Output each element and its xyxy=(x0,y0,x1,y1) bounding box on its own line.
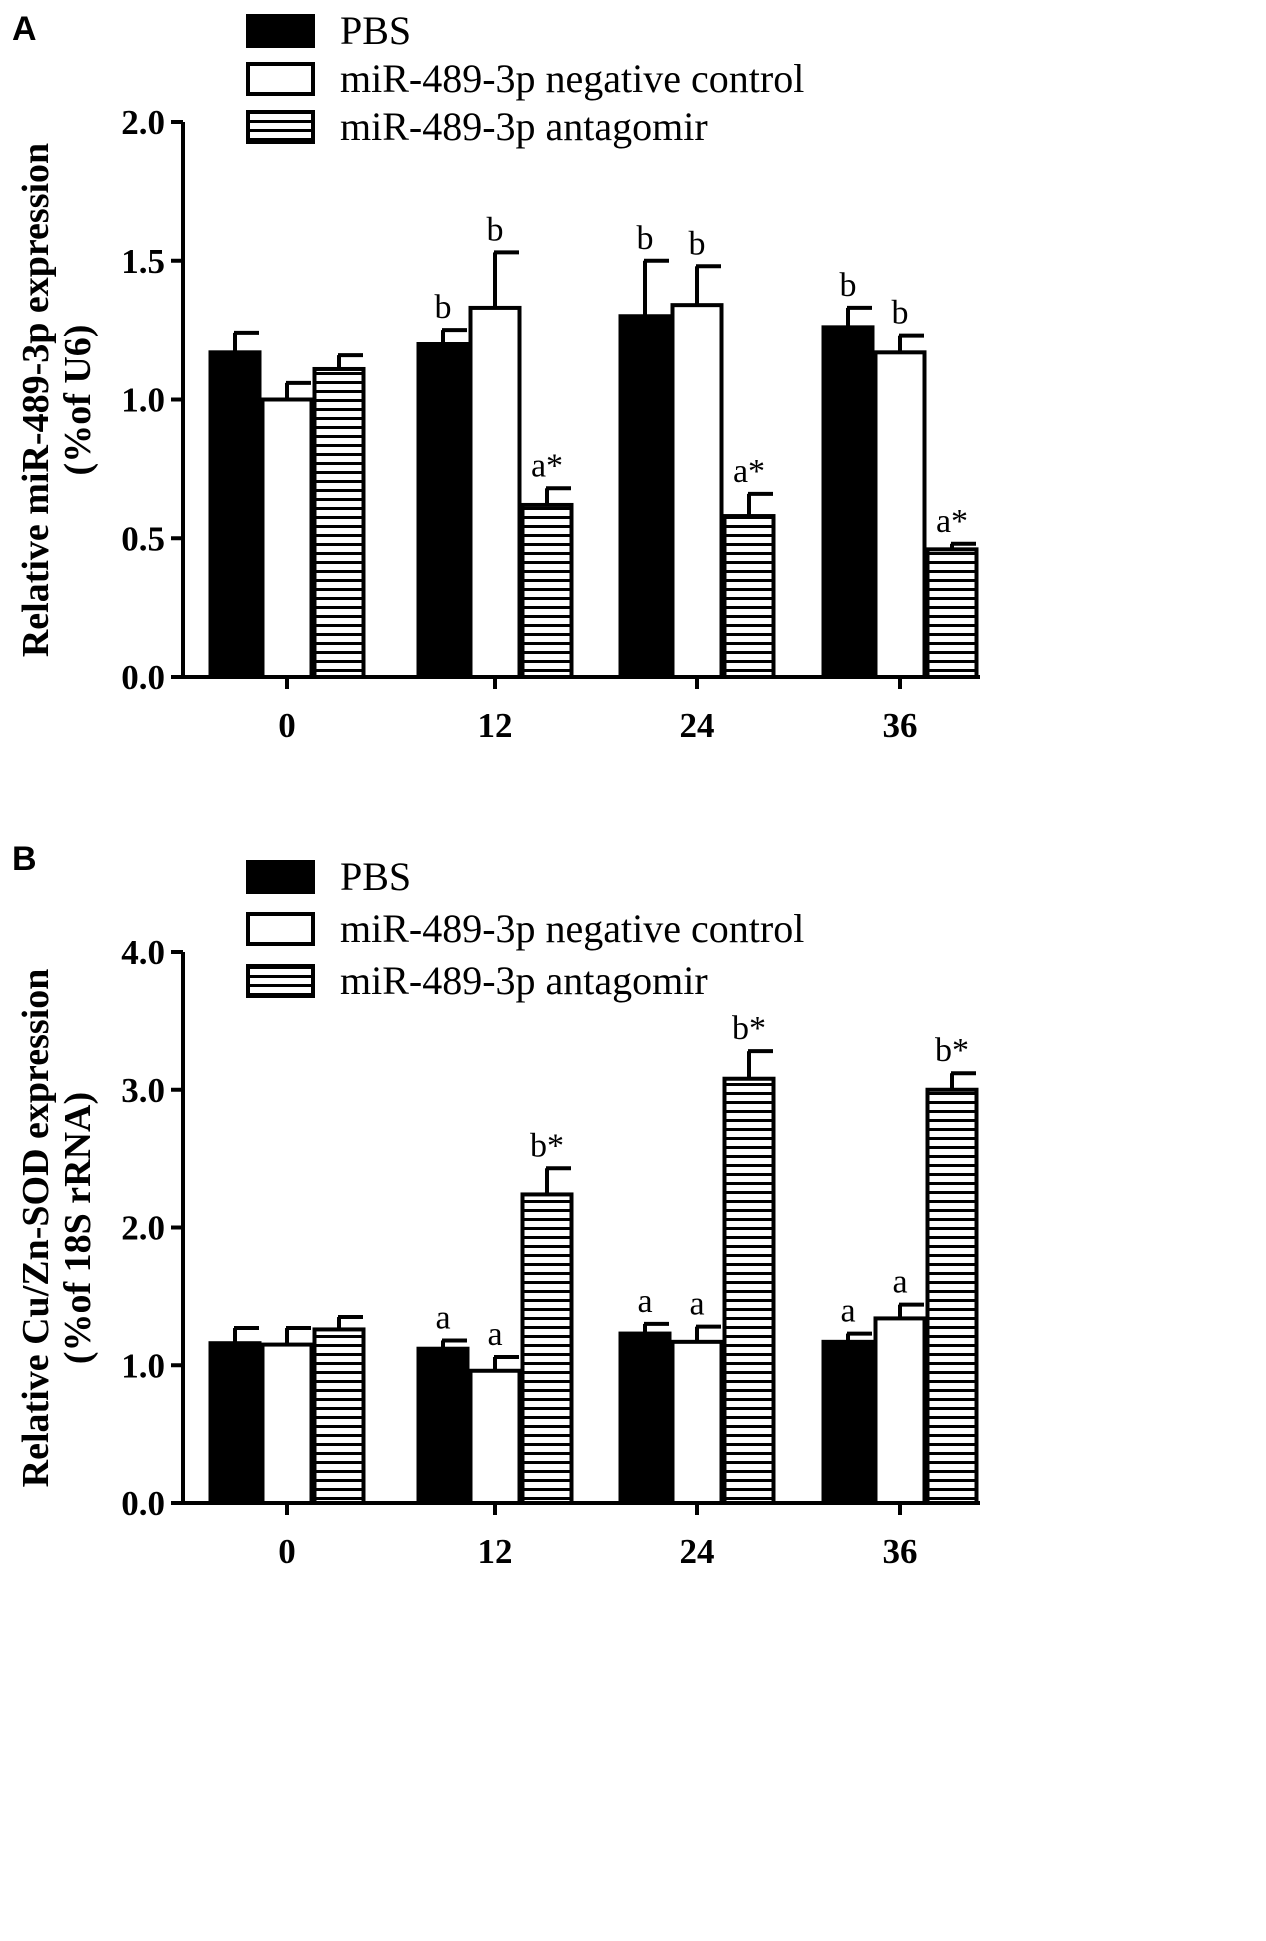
y-tick-label: 1.0 xyxy=(121,1346,165,1385)
x-tick-label: 12 xyxy=(478,706,513,745)
significance-label: b* xyxy=(732,1010,766,1047)
y-tick-label: 0.5 xyxy=(121,519,165,558)
y-tick-label: 0.0 xyxy=(121,1484,165,1523)
bar xyxy=(260,1342,314,1506)
panel-label: A xyxy=(12,10,37,48)
significance-label: b xyxy=(487,211,504,248)
x-tick-label: 0 xyxy=(278,1532,296,1571)
bar xyxy=(618,1331,672,1505)
legend-label: miR-489-3p negative control xyxy=(340,56,804,101)
legend-label: miR-489-3p antagomir xyxy=(340,958,708,1003)
bar xyxy=(873,1316,927,1506)
x-tick-label: 12 xyxy=(478,1532,513,1571)
significance-label: a* xyxy=(733,453,765,490)
x-tick-label: 24 xyxy=(680,706,715,745)
y-tick-label: 0.0 xyxy=(121,658,165,697)
bar xyxy=(520,1192,574,1505)
significance-label: a xyxy=(487,1316,502,1353)
y-tick-label: 2.0 xyxy=(121,103,165,142)
significance-label: b xyxy=(840,267,857,304)
bar xyxy=(670,303,724,679)
bar xyxy=(208,350,262,679)
bar xyxy=(520,502,574,680)
significance-label: b* xyxy=(935,1032,969,1069)
legend-label: miR-489-3p negative control xyxy=(340,906,804,951)
panel-b: B 0.0 1.0 2.0 3.0 4.0 0 12 24 36 Relative Cu/Zn-SO… xyxy=(12,840,980,1571)
legend-swatch xyxy=(246,14,315,48)
legend-label: PBS xyxy=(340,854,411,899)
y-axis-subtitle: (%of U6) xyxy=(57,325,99,476)
bar xyxy=(416,1346,470,1505)
bar xyxy=(925,1087,979,1505)
panel-label: B xyxy=(12,840,37,878)
legend-label: PBS xyxy=(340,8,411,53)
bar xyxy=(208,1341,262,1505)
y-axis-title: Relative Cu/Zn-SOD expression xyxy=(15,969,57,1488)
y-axis-title: Relative miR-489-3p expression xyxy=(15,143,57,657)
bar xyxy=(468,305,522,679)
bar xyxy=(722,1076,776,1505)
legend-swatch xyxy=(246,912,315,946)
significance-label: a* xyxy=(531,447,563,484)
bar xyxy=(925,547,979,679)
y-tick-label: 2.0 xyxy=(121,1209,165,1248)
y-tick-label: 4.0 xyxy=(121,933,165,972)
significance-label: b xyxy=(689,225,706,262)
y-tick-label: 1.0 xyxy=(121,381,165,420)
significance-label: a xyxy=(892,1264,907,1301)
significance-label: b xyxy=(435,289,452,326)
x-tick-label: 36 xyxy=(883,706,918,745)
bar xyxy=(416,342,470,679)
bar xyxy=(821,1339,875,1506)
significance-label: a* xyxy=(936,503,968,540)
significance-label: b xyxy=(892,295,909,332)
significance-label: a xyxy=(637,1283,652,1320)
legend-swatch xyxy=(246,110,315,144)
y-axis-subtitle: (%of 18S rRNA) xyxy=(57,1092,99,1364)
panel-a: A 0.0 0.5 1.0 1.5 2.0 0 12 24 36 Relative miR-489-… xyxy=(12,8,980,745)
y-tick-label: 3.0 xyxy=(121,1071,165,1110)
significance-label: a xyxy=(840,1293,855,1330)
x-tick-label: 0 xyxy=(278,706,296,745)
bar xyxy=(618,314,672,679)
bar xyxy=(873,350,927,679)
bar xyxy=(670,1339,724,1506)
legend-swatch xyxy=(246,964,315,998)
legend-label: miR-489-3p antagomir xyxy=(340,104,708,149)
bar xyxy=(468,1368,522,1506)
significance-label: b* xyxy=(530,1127,564,1164)
y-tick-label: 1.5 xyxy=(121,242,165,281)
significance-label: a xyxy=(435,1299,450,1336)
legend-swatch xyxy=(246,860,315,894)
x-tick-label: 36 xyxy=(883,1532,918,1571)
bar xyxy=(312,1327,366,1506)
bar xyxy=(821,325,875,679)
bar xyxy=(722,514,776,679)
significance-label: a xyxy=(689,1286,704,1323)
x-tick-label: 24 xyxy=(680,1532,715,1571)
significance-label: b xyxy=(637,220,654,257)
legend-swatch xyxy=(246,62,315,96)
bar xyxy=(312,366,366,679)
bar xyxy=(260,397,314,679)
